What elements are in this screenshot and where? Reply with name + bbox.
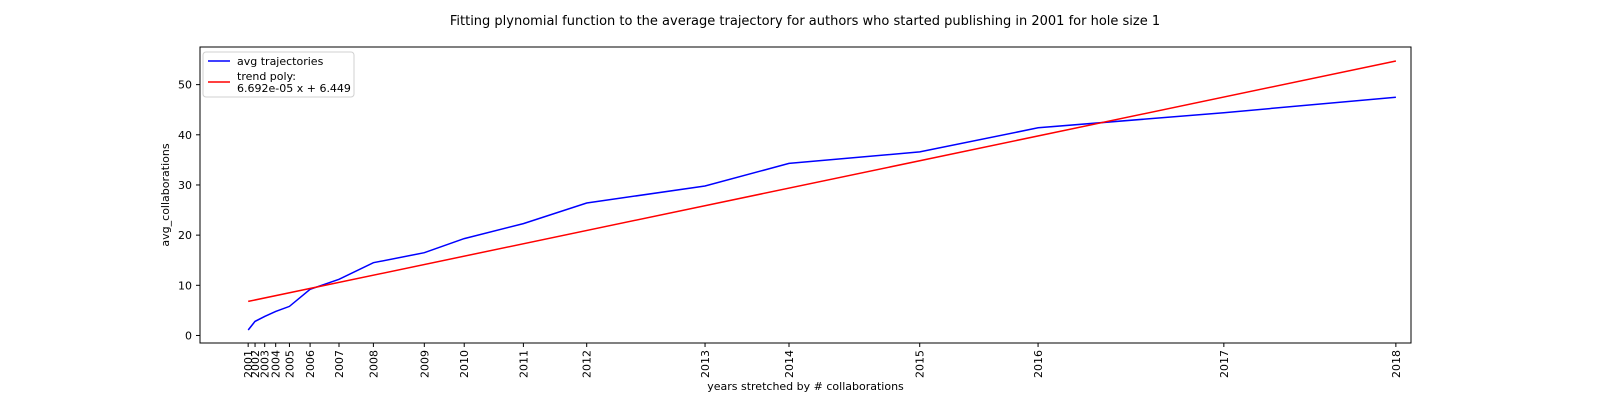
x-tick-label: 2011 [517,350,530,378]
y-axis-label: avg_collaborations [159,143,172,246]
legend-label: avg trajectories [237,55,324,68]
series-layer [247,60,1397,331]
x-tick-label: 2006 [304,350,317,378]
y-tick-label: 20 [178,229,192,242]
legend-box [202,51,355,98]
x-tick-label: 2012 [581,350,594,378]
x-tick-label: 2003 [259,350,272,378]
legend-label: trend poly: [237,70,296,83]
x-tick-label: 2013 [699,350,712,378]
x-tick-label: 2009 [418,350,431,378]
y-tick-label: 30 [178,179,192,192]
x-tick-label: 2001 [242,350,255,378]
x-tick-label: 2016 [1032,350,1045,378]
x-tick-label: 2015 [914,350,927,378]
y-tick-label: 10 [178,279,192,292]
x-tick-label: 2010 [458,350,471,378]
series-line-2 [248,60,1397,303]
y-tick-label: 40 [178,129,192,142]
chart-title: Fitting plynomial function to the averag… [450,14,1160,29]
y-tick-label: 50 [178,79,192,92]
plot-frame [199,46,1412,344]
x-tick-label: 2004 [270,350,283,378]
y-tick-label: 0 [185,329,192,342]
y-axis: 0 10 20 30 40 50 [178,79,200,342]
x-tick-label: 2002 [249,350,262,378]
series-line-1 [247,96,1396,331]
legend-label: 6.692e-05 x + 6.449 [237,82,351,95]
x-axis-label: years stretched by # collaborations [707,380,904,393]
x-tick-label: 2018 [1390,350,1403,378]
x-tick-label: 2007 [333,350,346,378]
x-tick-label: 2014 [783,350,796,378]
legend: avg trajectories trend poly:6.692e-05 x +… [202,51,355,98]
x-tick-label: 2008 [367,350,380,378]
x-tick-label: 2005 [283,350,296,378]
x-tick-label: 2017 [1218,350,1231,378]
